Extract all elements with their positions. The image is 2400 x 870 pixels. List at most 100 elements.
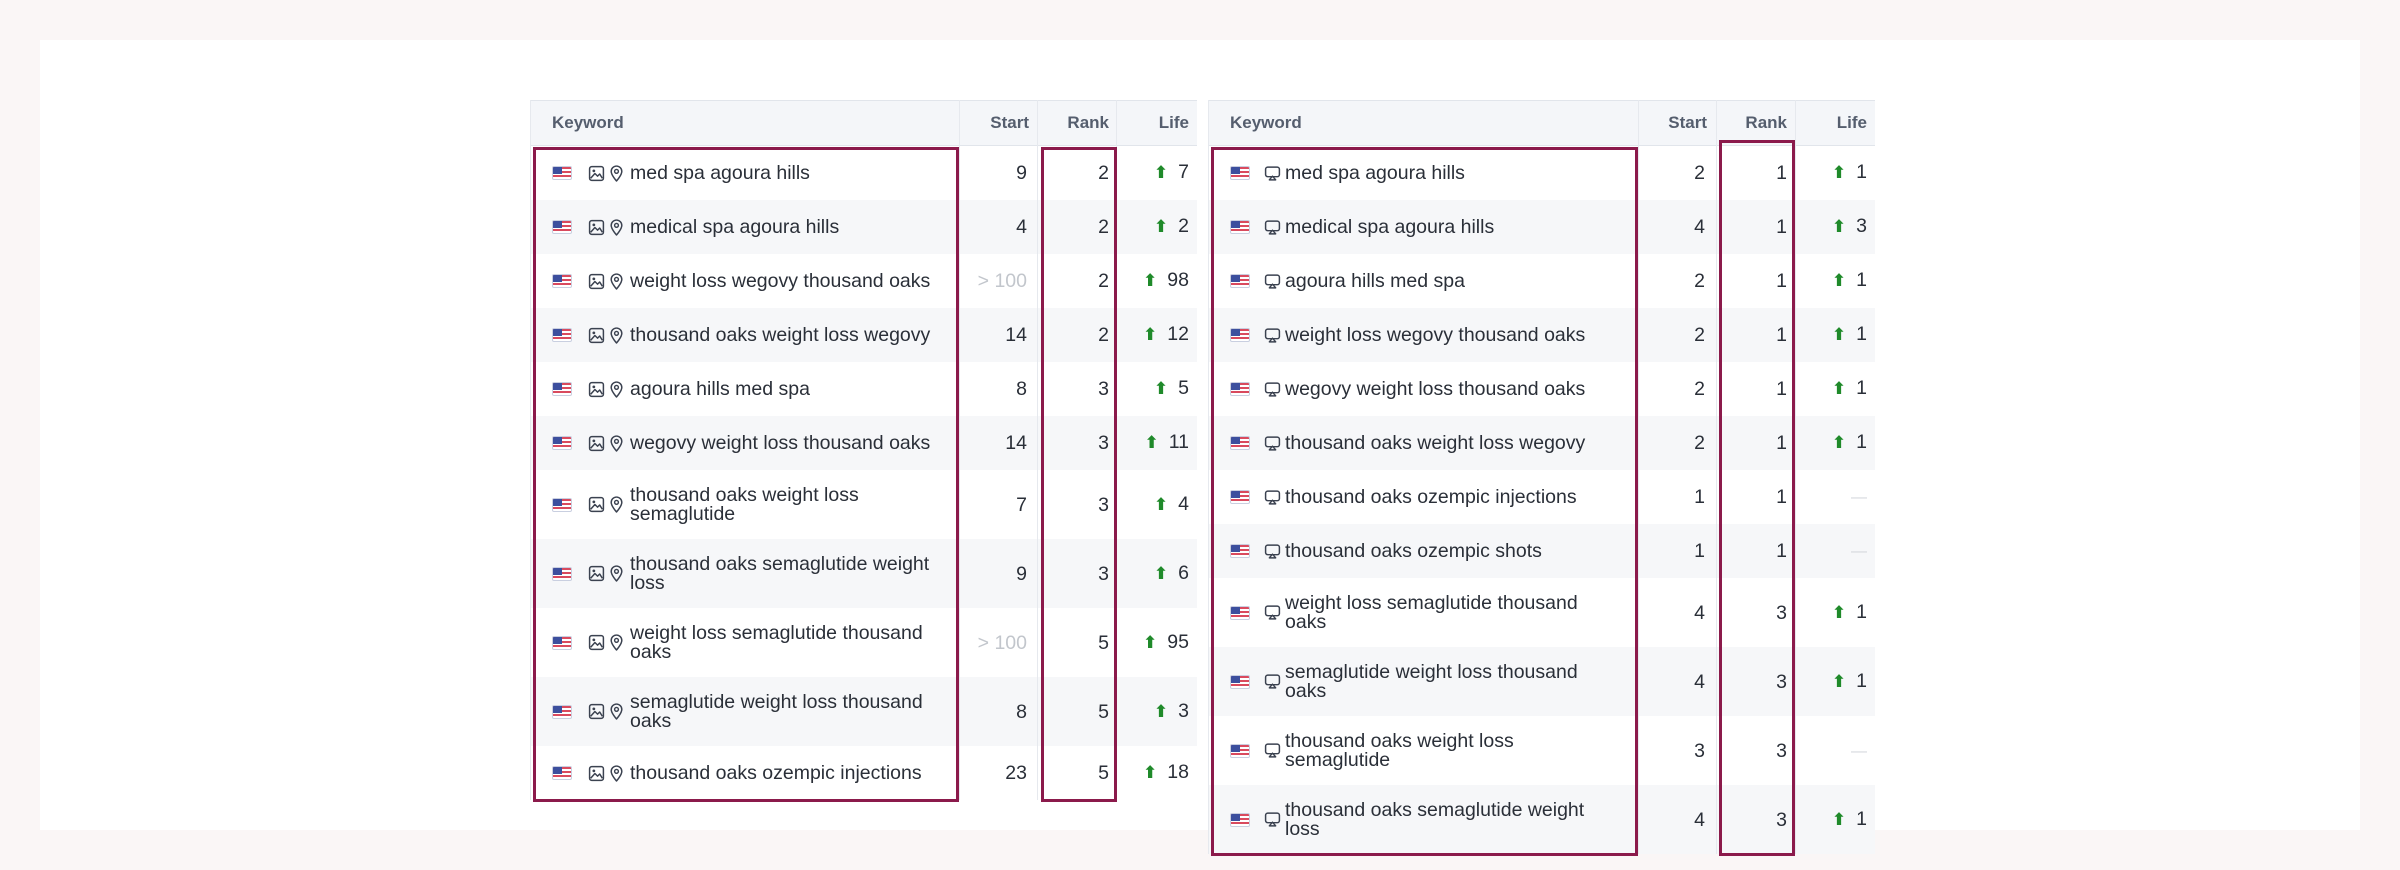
keyword-line: med spa agoura hills [1285, 161, 1465, 184]
header-start[interactable]: Start [990, 113, 1029, 132]
table-row[interactable]: weight loss semaglutide thousand oaks 4 3 ⬆ 1 [1209, 578, 1875, 647]
life-cell: ⬆ 95 [1143, 631, 1189, 654]
keyword-text[interactable]: thousand oaks semaglutide weight loss [1285, 800, 1615, 839]
keyword-text[interactable]: thousand oaks ozempic injections [630, 763, 948, 783]
keyword-text[interactable]: weight loss wegovy thousand oaks [630, 271, 948, 291]
keyword-text[interactable]: thousand oaks ozempic injections [1285, 487, 1615, 507]
table-row[interactable]: semaglutide weight loss thousand oaks 4 3 ⬆ 1 [1209, 647, 1875, 716]
rank-value: 2 [1098, 162, 1109, 184]
table-row[interactable]: thousand oaks ozempic injections 1 1 — [1209, 470, 1875, 524]
table-row[interactable]: medical spa agoura hills 4 1 ⬆ 3 [1209, 200, 1875, 254]
header-life[interactable]: Life [1158, 113, 1189, 132]
table-row[interactable]: weight loss wegovy thousand oaks > 100 2 ⬆ 9… [531, 254, 1197, 308]
keyword-line: thousand oaks ozempic shots [1285, 539, 1542, 562]
table-row[interactable]: thousand oaks weight loss semaglutide 7 3 ⬆ 4 [531, 470, 1197, 539]
keyword-line: weight loss semaglutide thousand [630, 621, 923, 644]
start-value: 4 [1694, 808, 1705, 831]
keyword-line: agoura hills med spa [1285, 269, 1465, 292]
start-value: 4 [1694, 670, 1705, 693]
rank-value: 3 [1098, 493, 1109, 516]
life-cell: — [1851, 485, 1867, 508]
us-flag-icon [552, 497, 572, 512]
table-row[interactable]: thousand oaks weight loss semaglutide 3 3 — [1209, 716, 1875, 785]
arrow-up-icon: ⬆ [1153, 163, 1169, 182]
life-value: 5 [1178, 377, 1189, 399]
header-rank[interactable]: Rank [1745, 113, 1787, 132]
monitor-icon [1264, 219, 1281, 236]
keyword-text[interactable]: weight loss wegovy thousand oaks [1285, 325, 1615, 345]
keyword-text[interactable]: medical spa agoura hills [1285, 217, 1615, 237]
table-row[interactable]: semaglutide weight loss thousand oaks 8 5 ⬆ 3 [531, 677, 1197, 746]
table-row[interactable]: thousand oaks ozempic shots 1 1 — [1209, 524, 1875, 578]
keyword-line: thousand oaks weight loss wegovy [1285, 431, 1586, 454]
rank-value: 3 [1098, 378, 1109, 400]
column-divider [1037, 100, 1038, 800]
life-value: 1 [1856, 807, 1867, 830]
image-icon [588, 219, 605, 236]
start-value: 2 [1694, 432, 1705, 454]
start-value: 2 [1694, 324, 1705, 346]
keyword-line: med spa agoura hills [630, 161, 810, 184]
rank-value: 2 [1098, 216, 1109, 238]
keyword-text[interactable]: wegovy weight loss thousand oaks [1285, 377, 1615, 400]
keyword-text[interactable]: med spa agoura hills [1285, 161, 1615, 184]
header-keyword[interactable]: Keyword [1230, 113, 1302, 132]
header-rank[interactable]: Rank [1067, 113, 1109, 132]
keyword-text[interactable]: thousand oaks weight loss semaglutide [630, 483, 948, 524]
life-value: 1 [1856, 431, 1867, 453]
start-value: 9 [1016, 562, 1027, 585]
keyword-text[interactable]: weight loss semaglutide thousand oaks [630, 621, 948, 662]
rank-value: 1 [1776, 216, 1787, 238]
table-row[interactable]: wegovy weight loss thousand oaks 2 1 ⬆ 1 [1209, 362, 1875, 416]
keyword-text[interactable]: agoura hills med spa [1285, 269, 1615, 292]
table-row[interactable]: med spa agoura hills 2 1 ⬆ 1 [1209, 146, 1875, 200]
table-row[interactable]: wegovy weight loss thousand oaks 14 3 ⬆ 11 [531, 416, 1197, 470]
keyword-text[interactable]: medical spa agoura hills [630, 217, 948, 237]
keyword-text[interactable]: thousand oaks weight loss semaglutide [1285, 731, 1615, 771]
table-row[interactable]: thousand oaks semaglutide weight loss 9 3 ⬆ 6 [531, 539, 1197, 608]
life-cell: ⬆ 7 [1154, 161, 1189, 184]
table-row[interactable]: thousand oaks weight loss wegovy 14 2 ⬆ 12 [531, 308, 1197, 362]
rank-value: 5 [1098, 762, 1109, 784]
keyword-text[interactable]: semaglutide weight loss thousand oaks [1285, 662, 1615, 701]
us-flag-icon [552, 220, 572, 234]
keyword-text[interactable]: thousand oaks weight loss wegovy [630, 325, 948, 345]
keyword-text[interactable]: thousand oaks ozempic shots [1285, 539, 1615, 562]
highlight-keyword-column [1211, 147, 1638, 856]
keyword-text[interactable]: weight loss semaglutide thousand oaks [1285, 593, 1615, 632]
keyword-text[interactable]: thousand oaks weight loss wegovy [1285, 431, 1615, 454]
us-flag-icon [552, 382, 572, 396]
header-life[interactable]: Life [1836, 113, 1867, 132]
keyword-text[interactable]: wegovy weight loss thousand oaks [630, 433, 948, 453]
table-row[interactable]: weight loss semaglutide thousand oaks > 10… [531, 608, 1197, 677]
table-row[interactable]: agoura hills med spa 8 3 ⬆ 5 [531, 362, 1197, 416]
start-value: > 100 [977, 631, 1027, 654]
arrow-up-icon: ⬆ [1831, 325, 1847, 344]
life-value: 18 [1167, 761, 1189, 783]
keyword-text[interactable]: med spa agoura hills [630, 161, 948, 184]
header-start[interactable]: Start [1668, 113, 1707, 132]
header-keyword[interactable]: Keyword [552, 113, 624, 132]
table-row[interactable]: thousand oaks ozempic injections 23 5 ⬆ 18 [531, 746, 1197, 800]
image-icon [588, 765, 605, 782]
keyword-line: wegovy weight loss thousand oaks [1285, 377, 1586, 400]
table-row[interactable]: medical spa agoura hills 4 2 ⬆ 2 [531, 200, 1197, 254]
table-row[interactable]: thousand oaks semaglutide weight loss 4 3 ⬆ 1 [1209, 785, 1875, 854]
us-flag-icon [1230, 436, 1250, 450]
keyword-line: semaglutide [1285, 748, 1391, 771]
table-row[interactable]: med spa agoura hills 9 2 ⬆ 7 [531, 146, 1197, 200]
rank-value: 2 [1098, 324, 1109, 346]
start-value: 2 [1694, 378, 1705, 400]
image-icon [588, 327, 605, 344]
life-cell: ⬆ 1 [1832, 808, 1867, 831]
table-row[interactable]: weight loss wegovy thousand oaks 2 1 ⬆ 1 [1209, 308, 1875, 362]
column-divider [1638, 100, 1639, 854]
keyword-text[interactable]: semaglutide weight loss thousand oaks [630, 692, 948, 731]
keyword-line: thousand oaks weight loss [630, 483, 859, 506]
table-row[interactable]: agoura hills med spa 2 1 ⬆ 1 [1209, 254, 1875, 308]
keyword-text[interactable]: thousand oaks semaglutide weight loss [630, 554, 948, 593]
table-row[interactable]: thousand oaks weight loss wegovy 2 1 ⬆ 1 [1209, 416, 1875, 470]
rank-value: 1 [1776, 162, 1787, 184]
life-value: 1 [1856, 669, 1867, 692]
keyword-text[interactable]: agoura hills med spa [630, 379, 948, 399]
